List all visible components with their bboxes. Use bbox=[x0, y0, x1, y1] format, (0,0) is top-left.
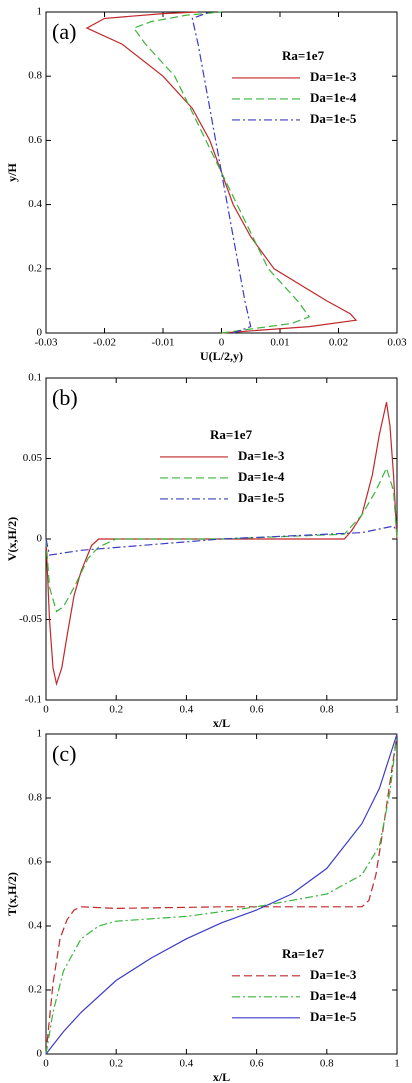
y-tick-label: -0.05 bbox=[19, 613, 42, 625]
legend-label: Da=1e-4 bbox=[310, 90, 357, 105]
legend-label: Da=1e-3 bbox=[310, 69, 357, 84]
x-tick-label: 0.02 bbox=[329, 337, 348, 349]
legend-title: Ra=1e7 bbox=[210, 427, 253, 442]
y-tick-label: 0.2 bbox=[28, 262, 42, 274]
y-tick-label: 0.4 bbox=[28, 920, 42, 932]
y-tick-label: 1 bbox=[37, 6, 43, 18]
x-tick-label: 0.01 bbox=[270, 337, 289, 349]
legend-label: Da=1e-5 bbox=[238, 490, 285, 505]
legend-label: Da=1e-5 bbox=[310, 1009, 357, 1024]
y-tick-label: 0.6 bbox=[28, 134, 42, 146]
x-tick-label: 0.6 bbox=[250, 704, 264, 716]
panel-label: (a) bbox=[52, 19, 76, 44]
y-tick-label: 0.2 bbox=[28, 984, 42, 996]
x-tick-label: 0 bbox=[43, 1058, 49, 1070]
x-tick-label: 0.8 bbox=[320, 1058, 334, 1070]
y-tick-label: -0.1 bbox=[25, 694, 42, 706]
panel-label: (b) bbox=[52, 385, 78, 410]
y-axis-label: V(x,H/2) bbox=[5, 517, 19, 561]
x-tick-label: 0.2 bbox=[109, 704, 123, 716]
y-tick-label: 0.05 bbox=[23, 452, 43, 464]
x-tick-label: -0.02 bbox=[93, 337, 116, 349]
legend-title: Ra=1e7 bbox=[282, 946, 325, 961]
y-tick-label: 0.8 bbox=[28, 792, 42, 804]
data-line bbox=[45, 466, 398, 613]
x-axis-label: x/L bbox=[213, 1070, 230, 1083]
y-tick-label: 0 bbox=[37, 327, 43, 339]
x-tick-label: -0.03 bbox=[35, 337, 58, 349]
data-line bbox=[45, 733, 398, 1055]
data-line bbox=[45, 525, 398, 556]
x-tick-label: 0.2 bbox=[109, 1058, 123, 1070]
x-axis-label: x/L bbox=[213, 716, 230, 730]
data-line bbox=[45, 733, 398, 1055]
legend-label: Da=1e-4 bbox=[238, 469, 285, 484]
data-line bbox=[45, 733, 398, 1055]
y-tick-label: 0 bbox=[37, 1048, 43, 1060]
legend-label: Da=1e-5 bbox=[310, 111, 357, 126]
data-line bbox=[45, 402, 398, 687]
y-tick-label: 0.6 bbox=[28, 856, 42, 868]
y-tick-label: 0.1 bbox=[28, 372, 42, 384]
y-axis-label: T(x,H/2) bbox=[5, 872, 19, 916]
x-tick-label: -0.01 bbox=[152, 337, 175, 349]
plot-frame bbox=[45, 733, 398, 1055]
legend-label: Da=1e-4 bbox=[310, 988, 357, 1003]
x-tick-label: 0.8 bbox=[320, 704, 334, 716]
legend-title: Ra=1e7 bbox=[282, 48, 325, 63]
legend-label: Da=1e-3 bbox=[310, 967, 357, 982]
y-tick-label: 0 bbox=[37, 533, 43, 545]
y-tick-label: 0.4 bbox=[28, 198, 42, 210]
data-line bbox=[191, 11, 252, 334]
x-tick-label: 0.03 bbox=[387, 337, 407, 349]
y-axis-label: y/H bbox=[5, 163, 19, 182]
x-tick-label: 0.4 bbox=[180, 704, 194, 716]
x-tick-label: 0.4 bbox=[180, 1058, 194, 1070]
x-tick-label: 0 bbox=[43, 704, 49, 716]
data-line bbox=[132, 11, 311, 334]
x-tick-label: 0 bbox=[219, 337, 225, 349]
y-tick-label: 1 bbox=[37, 728, 43, 740]
x-tick-label: 1 bbox=[394, 704, 400, 716]
x-axis-label: U(L/2,y) bbox=[200, 349, 243, 363]
x-tick-label: 1 bbox=[394, 1058, 400, 1070]
y-tick-label: 0.8 bbox=[28, 70, 42, 82]
x-tick-label: 0.6 bbox=[250, 1058, 264, 1070]
legend-label: Da=1e-3 bbox=[238, 448, 285, 463]
panel-label: (c) bbox=[52, 741, 76, 766]
